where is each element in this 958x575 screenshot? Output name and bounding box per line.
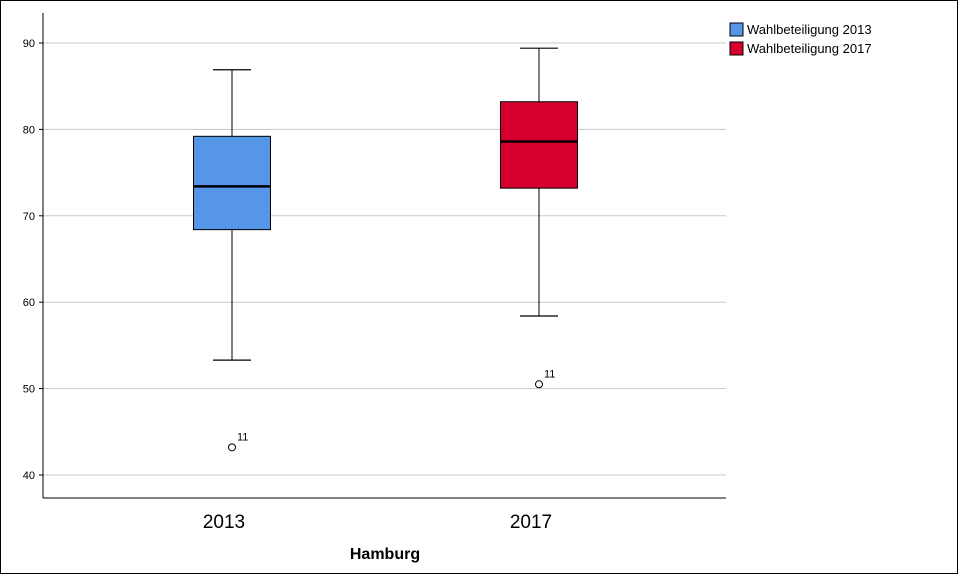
y-tick-labels: 40 50 60 70 80 90 — [23, 38, 35, 482]
box-2017 — [500, 101, 578, 189]
outlier-label-2017-0: 11 — [544, 368, 555, 380]
outlier-label-2013-0: 11 — [237, 431, 248, 443]
outlier-point-2017-0 — [535, 380, 543, 389]
y-tick-label-50: 50 — [23, 384, 35, 396]
x-tick-label-2013: 2013 — [203, 512, 245, 533]
box-group-2017: 11 — [500, 47, 578, 389]
y-tick-label-60: 60 — [23, 297, 35, 309]
box-2013 — [193, 135, 271, 231]
x-tick-label-2017: 2017 — [510, 512, 552, 533]
legend-swatch-2013 — [729, 22, 744, 37]
legend-swatch-2017 — [729, 41, 744, 56]
box-group-2013: 11 — [193, 69, 271, 452]
y-tick-label-90: 90 — [23, 38, 35, 50]
y-tick-label-70: 70 — [23, 211, 35, 223]
outlier-point-2013-0 — [228, 443, 236, 452]
axes — [42, 13, 726, 499]
legend-label-2017: Wahlbeteiligung 2017 — [747, 41, 872, 56]
legend: Wahlbeteiligung 2013 Wahlbeteiligung 2017 — [729, 22, 872, 56]
y-tick-label-80: 80 — [23, 124, 35, 136]
x-axis-title: Hamburg — [350, 546, 420, 563]
x-tick-labels: 2013 2017 — [203, 512, 552, 533]
legend-label-2013: Wahlbeteiligung 2013 — [747, 22, 872, 37]
boxes: 11 11 — [193, 47, 578, 452]
y-tick-label-40: 40 — [23, 470, 35, 482]
gridlines — [39, 42, 726, 476]
